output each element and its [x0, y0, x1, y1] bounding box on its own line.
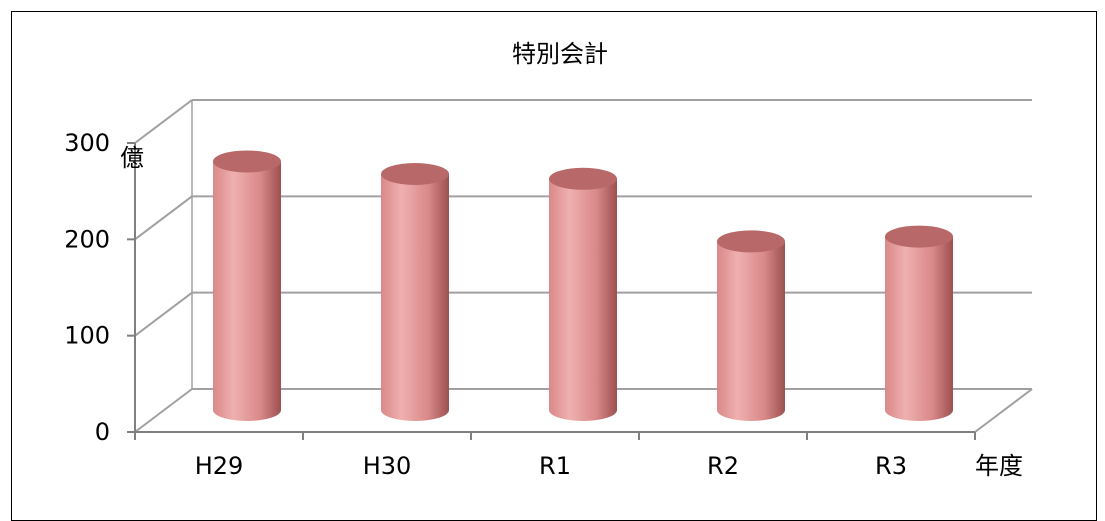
x-axis-unit-label: 年度	[975, 452, 1023, 480]
bar-body-R1	[549, 178, 617, 421]
bar-R1	[549, 167, 617, 421]
side-gridline-300	[134, 99, 193, 144]
bar-top-H30	[381, 162, 449, 185]
chart-title: 特別会計	[512, 40, 608, 68]
bar-body-R2	[717, 241, 785, 421]
x-tick-label: R2	[707, 452, 739, 480]
x-tick-label: H30	[363, 452, 412, 480]
side-gridline-100	[134, 291, 193, 337]
x-tick-label: R3	[875, 452, 907, 480]
bar-R2	[717, 230, 785, 421]
side-gridline-200	[134, 195, 193, 241]
y-tick-label: 0	[95, 418, 110, 446]
bar-body-R3	[885, 236, 953, 421]
bar-top-R3	[885, 225, 953, 248]
bar-body-H30	[381, 173, 449, 421]
bar-H29	[213, 150, 281, 421]
bar-H30	[381, 162, 449, 421]
y-tick-label: 100	[64, 322, 110, 350]
y-tick-label: 300	[64, 129, 110, 157]
y-axis-unit-label: 億	[120, 144, 144, 172]
floor-right-edge	[974, 388, 1033, 433]
side-gridline-0	[134, 388, 193, 433]
x-tick-label: R1	[539, 452, 571, 480]
y-tick-label: 200	[64, 225, 110, 253]
bar-top-H29	[213, 150, 281, 173]
x-tick-label: H29	[195, 452, 244, 480]
bar-body-H29	[213, 161, 281, 421]
bar-top-R1	[549, 167, 617, 190]
axis-labels: 0 100 200 300 H29 H30 R1 R2 R3	[64, 129, 907, 480]
bars	[213, 150, 953, 421]
axes	[127, 142, 976, 440]
bar-R3	[885, 225, 953, 421]
bar-top-R2	[717, 230, 785, 253]
